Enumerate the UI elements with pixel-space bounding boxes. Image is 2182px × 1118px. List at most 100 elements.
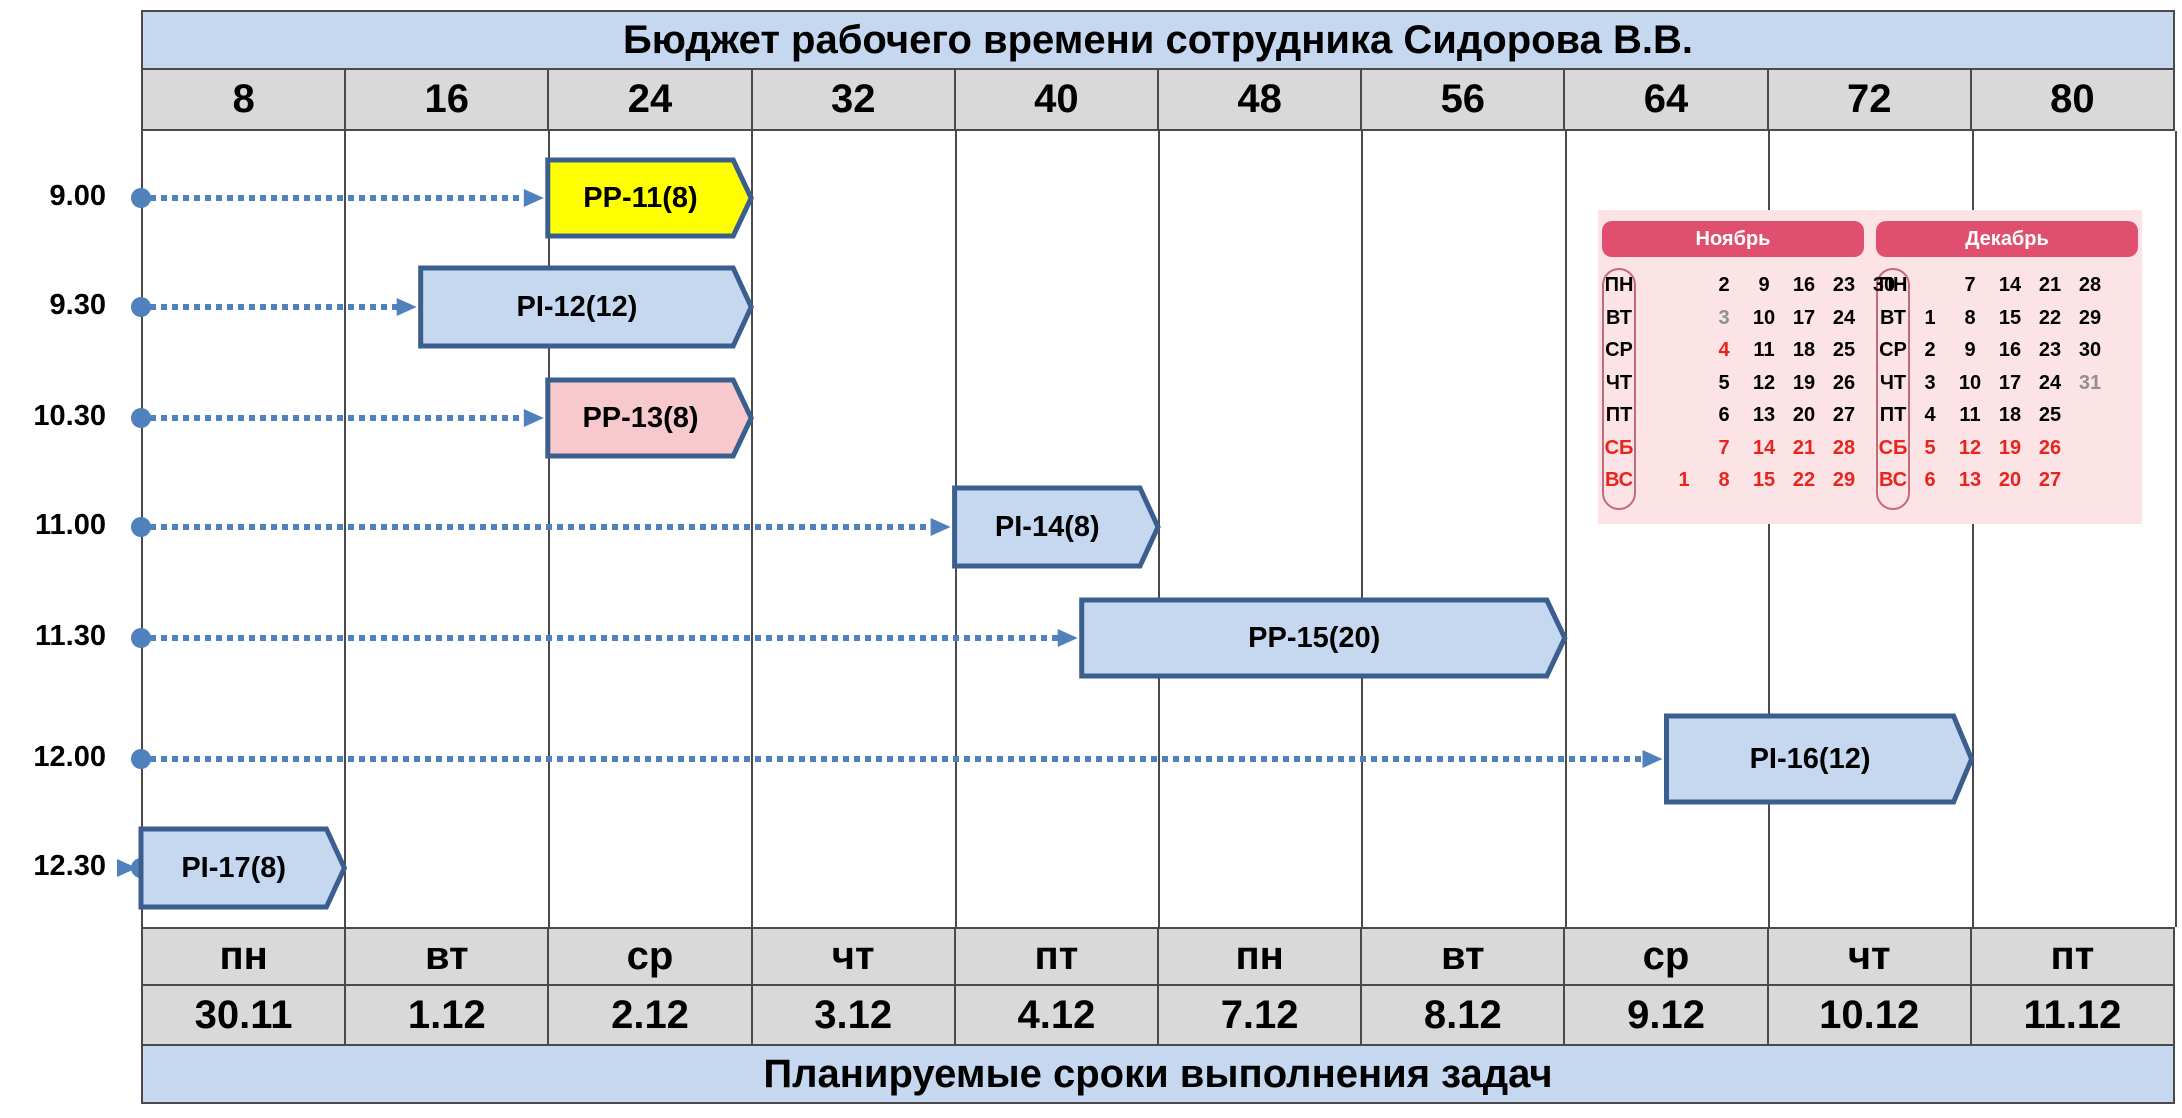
calendar-day: 16 bbox=[1792, 274, 1816, 296]
date-cell: 9.12 bbox=[1565, 986, 1769, 1044]
calendar-day: 23 bbox=[2038, 339, 2062, 361]
calendar-day: 7 bbox=[1718, 436, 1730, 459]
calendar-day: 13 bbox=[1958, 469, 1982, 491]
time-label: 9.30 bbox=[49, 289, 106, 321]
calendar-day: 8 bbox=[1718, 469, 1730, 491]
task-label: PI-17(8) bbox=[181, 851, 287, 884]
calendar-day: 4 bbox=[1924, 404, 1936, 426]
calendar-day: 17 bbox=[1998, 371, 2022, 394]
hours-cell: 16 bbox=[346, 70, 550, 129]
calendar-weekday: ПН bbox=[1604, 274, 1634, 296]
calendar-day: 10 bbox=[1752, 306, 1776, 329]
calendar-day: 27 bbox=[2038, 469, 2062, 491]
calendar-day: 18 bbox=[1792, 339, 1816, 361]
task-box bbox=[952, 485, 1161, 569]
calendar-day: 25 bbox=[2038, 404, 2062, 426]
calendar-weekday: ПТ bbox=[1605, 404, 1633, 426]
calendar-day: 23 bbox=[1832, 274, 1856, 296]
arrow-start-dot bbox=[131, 188, 151, 208]
arrow-head bbox=[930, 518, 951, 536]
task-label: PP-13(8) bbox=[582, 401, 699, 434]
time-label: 12.00 bbox=[33, 741, 106, 773]
task-label: PP-11(8) bbox=[583, 181, 698, 214]
calendar-day: 5 bbox=[1924, 436, 1936, 459]
arrow-start-dot bbox=[131, 297, 151, 317]
grid-line bbox=[344, 131, 347, 927]
calendar-weekday: ЧТ bbox=[1879, 371, 1907, 394]
calendar-day: 22 bbox=[1792, 469, 1816, 491]
calendar-day: 17 bbox=[1792, 306, 1816, 329]
table-footer: Планируемые сроки выполнения задач bbox=[141, 1044, 2175, 1104]
arrow-head bbox=[117, 859, 137, 877]
calendar-day: 9 bbox=[1964, 339, 1976, 361]
calendar-day: 6 bbox=[1924, 469, 1936, 491]
calendar-weekday: ВТ bbox=[1606, 306, 1632, 329]
weekday-cell: пт bbox=[955, 929, 1160, 984]
calendar-day: 26 bbox=[1832, 371, 1856, 394]
calendar-day: 30 bbox=[2078, 339, 2102, 361]
calendar-day: 15 bbox=[1998, 306, 2022, 329]
hours-cell: 24 bbox=[549, 70, 753, 129]
calendar-weekday: ВТ bbox=[1880, 306, 1906, 329]
calendar-day: 15 bbox=[1752, 469, 1776, 491]
arrow-start-dot bbox=[131, 408, 151, 428]
calendar-weekday: ПН bbox=[1878, 274, 1908, 296]
time-label: 10.30 bbox=[33, 400, 106, 432]
calendar-weekday: СБ bbox=[1878, 436, 1908, 459]
date-cell: 3.12 bbox=[752, 986, 956, 1044]
arrow-head bbox=[523, 189, 544, 207]
date-cell: 2.12 bbox=[549, 986, 753, 1044]
calendar-day: 27 bbox=[1832, 404, 1856, 426]
hours-cell: 40 bbox=[955, 70, 1160, 129]
grid-line bbox=[1361, 131, 1364, 927]
calendar-day: 18 bbox=[1998, 404, 2022, 426]
calendar-day: 10 bbox=[1958, 371, 1982, 394]
hours-header-row: 8 16 24 32 40 48 56 64 72 80 bbox=[141, 70, 2176, 131]
date-cell: 10.12 bbox=[1768, 986, 1972, 1044]
weekday-cell: ср bbox=[1565, 929, 1769, 984]
date-cell: 30.11 bbox=[141, 986, 347, 1044]
date-row: 30.11 1.12 2.12 3.12 4.12 7.12 8.12 9.12… bbox=[141, 986, 2176, 1044]
calendar-day: 20 bbox=[1792, 404, 1816, 426]
arrow-head bbox=[523, 409, 544, 427]
calendar-day: 14 bbox=[1998, 274, 2022, 296]
weekday-row: пн вт ср чт пт пн вт ср чт пт bbox=[141, 927, 2176, 986]
calendar-day: 19 bbox=[1998, 436, 2022, 459]
weekday-cell: вт bbox=[1362, 929, 1566, 984]
calendar-day: 25 bbox=[1832, 339, 1856, 361]
calendar-day: 19 bbox=[1792, 371, 1816, 394]
arrow-start-dot bbox=[131, 749, 151, 769]
hours-cell: 64 bbox=[1565, 70, 1769, 129]
date-cell: 8.12 bbox=[1362, 986, 1566, 1044]
calendar-day: 22 bbox=[2038, 306, 2062, 329]
calendar-day: 4 bbox=[1718, 339, 1730, 361]
calendar-day: 14 bbox=[1752, 436, 1776, 459]
weekday-cell: чт bbox=[1768, 929, 1972, 984]
calendar-day: 11 bbox=[1753, 339, 1775, 361]
calendar-day: 31 bbox=[2078, 371, 2102, 394]
hours-cell: 72 bbox=[1768, 70, 1972, 129]
calendar-day: 11 bbox=[1959, 404, 1981, 426]
task-box bbox=[138, 826, 348, 910]
calendar-weekday-outline bbox=[1876, 268, 1910, 510]
calendar-weekday: СР bbox=[1879, 339, 1907, 361]
calendar-day: 13 bbox=[1752, 404, 1776, 426]
calendar-day: 30 bbox=[1872, 274, 1896, 296]
calendar-day: 16 bbox=[1998, 339, 2022, 361]
time-label: 11.30 bbox=[35, 620, 106, 652]
time-label: 9.00 bbox=[49, 180, 106, 212]
calendar-weekday: ВС bbox=[1878, 469, 1908, 491]
calendar-day: 8 bbox=[1964, 306, 1976, 329]
grid-line bbox=[1971, 131, 1974, 927]
date-cell: 7.12 bbox=[1159, 986, 1363, 1044]
calendar-day: 28 bbox=[1832, 436, 1856, 459]
calendar-day: 21 bbox=[1792, 436, 1816, 459]
calendar-day: 24 bbox=[1832, 306, 1856, 329]
calendar-weekday-outline bbox=[1602, 268, 1636, 510]
time-label: 12.30 bbox=[33, 850, 106, 882]
calendar-day: 3 bbox=[1718, 306, 1730, 329]
mini-calendar: Ноябрь Декабрь ПН ВТ СР ЧТ ПТ СБ ВС 1 2 3 4 5 6 7 8 9 10… bbox=[1598, 210, 2142, 524]
hours-cell: 56 bbox=[1362, 70, 1566, 129]
calendar-day: 28 bbox=[2078, 274, 2102, 296]
calendar-day: 21 bbox=[2038, 274, 2062, 296]
